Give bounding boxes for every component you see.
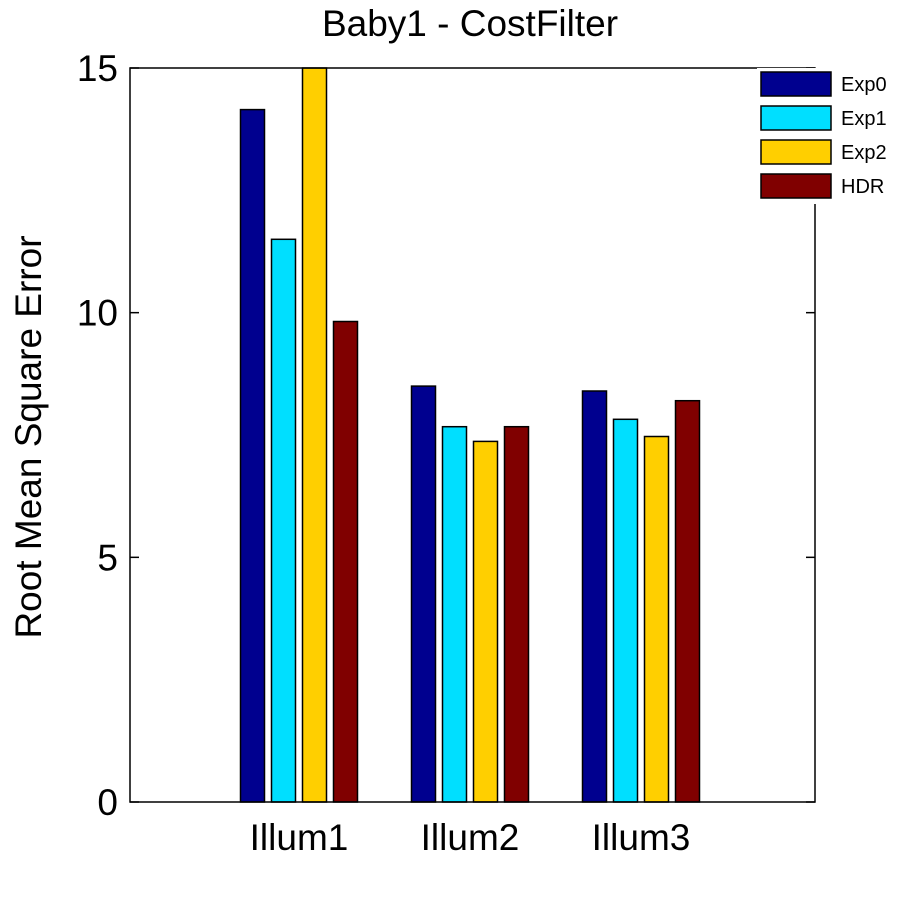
- legend-swatch-exp2: [760, 139, 832, 165]
- y-tick-label: 15: [77, 48, 118, 89]
- legend-swatch-hdr: [760, 173, 832, 199]
- bar-exp2-illum2: [472, 440, 499, 803]
- plot-frame: [129, 67, 816, 803]
- legend-label-hdr: HDR: [841, 176, 884, 198]
- y-tick-label: 5: [97, 537, 118, 578]
- legend-label-exp2: Exp2: [841, 142, 887, 164]
- bar-hdr-illum1: [332, 320, 359, 803]
- legend-swatch-exp0: [760, 71, 832, 97]
- legend-swatch-exp1: [760, 105, 832, 131]
- y-tick-label: 0: [97, 782, 118, 823]
- bar-hdr-illum3: [674, 399, 701, 803]
- bar-exp1-illum1: [270, 238, 297, 803]
- x-tick-label: Illum3: [592, 817, 691, 858]
- bar-exp1-illum2: [441, 425, 468, 803]
- legend-label-exp1: Exp1: [841, 108, 887, 130]
- y-tick-label: 10: [77, 293, 118, 334]
- bar-exp0-illum3: [581, 390, 608, 803]
- legend-label-exp0: Exp0: [841, 74, 887, 96]
- x-tick-label: Illum1: [250, 817, 349, 858]
- x-tick-label: Illum2: [421, 817, 520, 858]
- bar-hdr-illum2: [503, 425, 530, 803]
- bar-exp0-illum2: [410, 385, 437, 803]
- bar-exp0-illum1: [239, 108, 266, 803]
- bar-exp2-illum3: [643, 435, 670, 803]
- bar-exp1-illum3: [612, 418, 639, 803]
- bar-exp2-illum1: [301, 67, 328, 803]
- bars-layer: [239, 67, 701, 803]
- y-axis-label: Root Mean Square Error: [8, 235, 49, 638]
- chart-title: Baby1 - CostFilter: [322, 3, 618, 44]
- legend: Exp0 Exp1 Exp2 HDR: [757, 68, 897, 204]
